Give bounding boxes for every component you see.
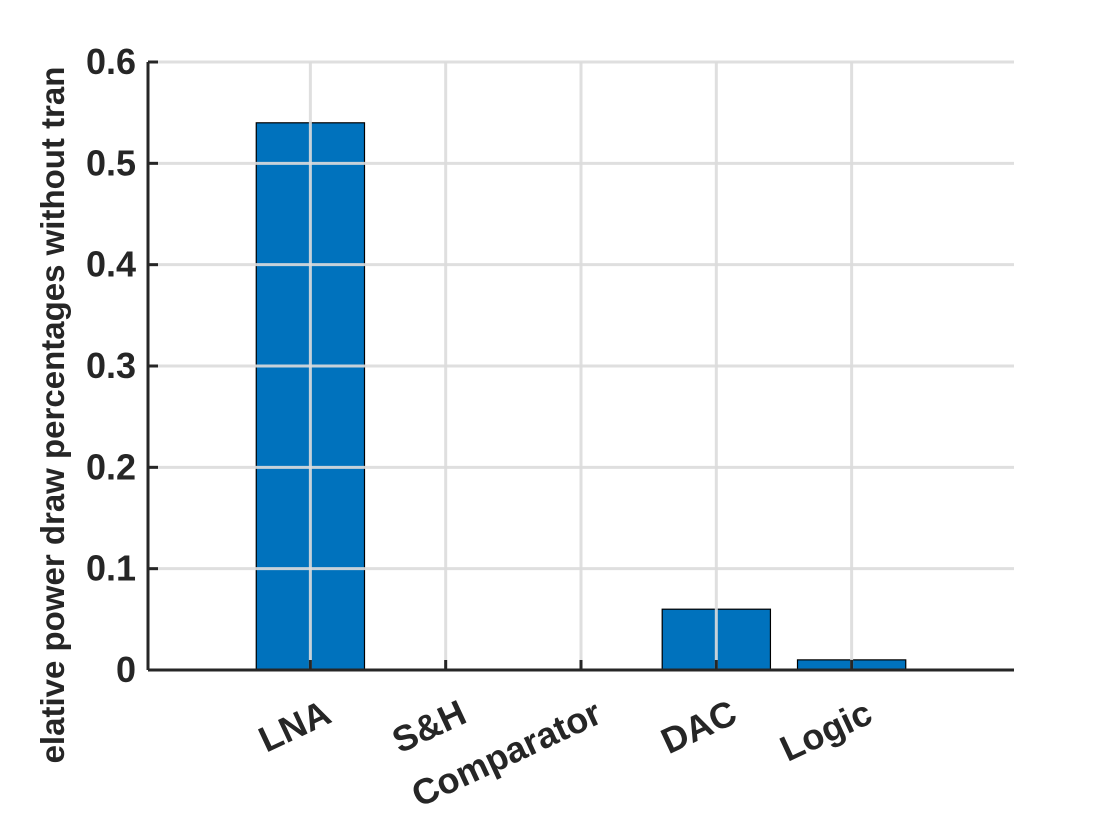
y-tick-label: 0.2	[86, 446, 136, 487]
y-tick-label: 0.1	[86, 548, 136, 589]
y-tick-label: 0.5	[86, 142, 136, 183]
x-tick-label: LNA	[252, 692, 336, 760]
grid-lines	[148, 60, 1014, 670]
y-tick-label: 0.3	[86, 345, 136, 386]
y-axis-label: elative power draw percentages without t…	[34, 67, 71, 764]
y-tick-label: 0.6	[86, 41, 136, 82]
y-tick-label: 0.4	[86, 244, 136, 285]
y-tick-label: 0	[116, 649, 136, 690]
x-tick-label: DAC	[655, 692, 743, 762]
y-ticks: 0 0.1 0.2 0.3 0.4 0.5 0.6	[86, 41, 158, 690]
x-tick-label: Logic	[774, 692, 878, 770]
x-tick-label: S&H	[386, 692, 472, 761]
